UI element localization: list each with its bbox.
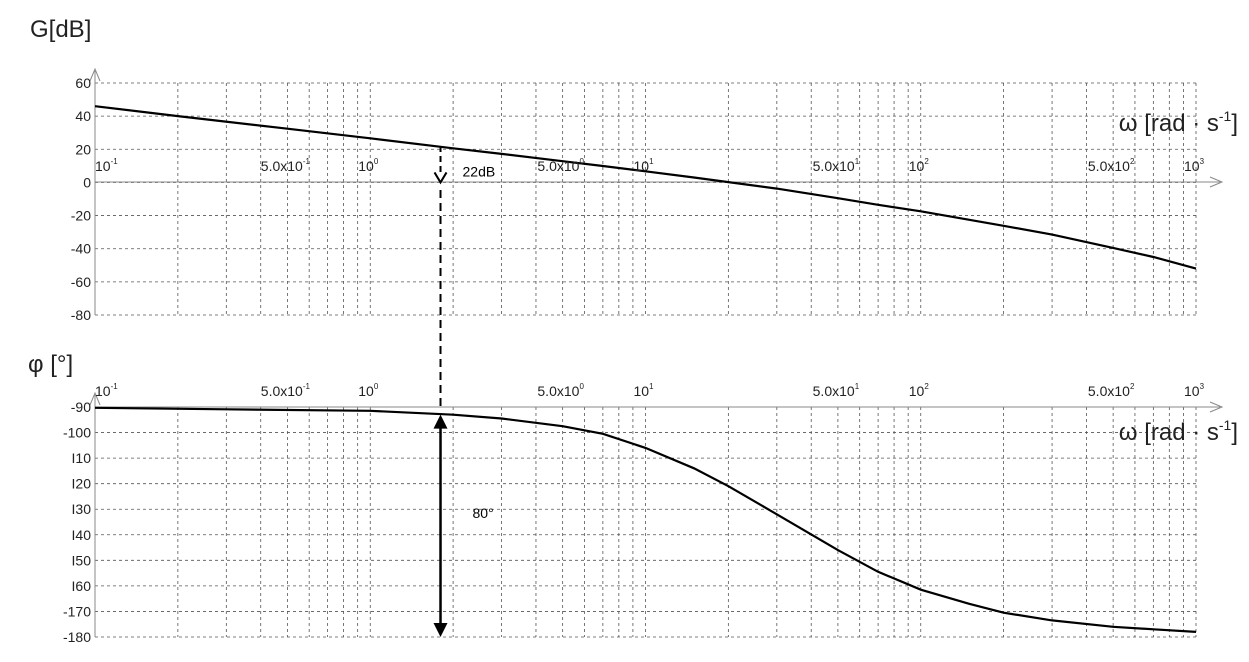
y-tick-label: -90 xyxy=(71,399,91,415)
x-tick-label: 5.0x10-1 xyxy=(261,157,311,174)
x-tick-label: 100 xyxy=(358,157,379,174)
x-axis-arrow xyxy=(1209,176,1224,188)
axes xyxy=(89,67,1224,637)
x-tick-label: 102 xyxy=(909,157,930,174)
labels: 60 40 20 0 -20 -40 -60 -80 10-1 5.0x10-1 100 5.0x10… xyxy=(28,16,1238,645)
phase-curve xyxy=(94,406,1197,633)
x-tick-label: 103 xyxy=(1184,157,1205,174)
x-tick-label: 101 xyxy=(633,157,654,174)
x-axis-arrow xyxy=(1209,401,1224,413)
y-tick-label: -60 xyxy=(71,274,91,290)
y-tick-label: I20 xyxy=(72,476,92,492)
y-tick-label: 60 xyxy=(75,75,91,91)
frequency-axis-title: ω [rad · s-1] xyxy=(1119,417,1238,446)
y-axis-arrow xyxy=(89,391,101,406)
annotations xyxy=(433,145,448,637)
x-tick-label: 5.0x100 xyxy=(537,382,584,399)
gain-margin-label: 22dB xyxy=(463,163,496,179)
y-tick-label: -100 xyxy=(63,425,91,441)
frequency-axis-title: ω [rad · s-1] xyxy=(1119,108,1238,137)
x-tick-label: 10-1 xyxy=(95,382,118,399)
magnitude-curve xyxy=(94,105,1197,270)
x-tick-label: 5.0x101 xyxy=(813,157,860,174)
series xyxy=(94,105,1197,633)
y-tick-label: 40 xyxy=(75,108,91,124)
x-tick-label: 100 xyxy=(358,382,379,399)
y-tick-label: -170 xyxy=(63,603,91,619)
y-tick-label: -180 xyxy=(63,629,91,645)
y-tick-label: -40 xyxy=(71,241,91,257)
y-tick-label: I40 xyxy=(72,527,92,543)
y-tick-label: I30 xyxy=(72,501,92,517)
grid xyxy=(94,82,1197,638)
x-tick-label: 5.0x102 xyxy=(1088,382,1135,399)
magnitude-axis-title: G[dB] xyxy=(30,16,91,43)
phase-axis-title: φ [°] xyxy=(28,351,73,378)
y-tick-label: I60 xyxy=(72,578,92,594)
gain-margin-arrowhead xyxy=(433,171,448,185)
x-tick-label: 10-1 xyxy=(95,157,118,174)
x-tick-label: 101 xyxy=(633,382,654,399)
phase-margin-label: 80° xyxy=(473,505,494,521)
phase-margin-arrowhead-top xyxy=(433,414,448,429)
y-axis-arrow xyxy=(89,67,101,82)
x-tick-label: 5.0x102 xyxy=(1088,157,1135,174)
x-tick-label: 5.0x101 xyxy=(813,382,860,399)
phase-margin-arrowhead-bottom xyxy=(433,623,448,637)
y-tick-label: 0 xyxy=(83,174,91,190)
y-tick-label: -80 xyxy=(71,307,91,323)
x-tick-label: 5.0x10-1 xyxy=(261,382,311,399)
x-tick-label: 103 xyxy=(1184,382,1205,399)
y-tick-label: I50 xyxy=(72,552,92,568)
x-tick-label: 102 xyxy=(909,382,930,399)
y-tick-label: -20 xyxy=(71,208,91,224)
y-tick-label: I10 xyxy=(72,450,92,466)
y-tick-label: 20 xyxy=(75,141,91,157)
x-tick-label: 5.0x100 xyxy=(537,157,584,174)
